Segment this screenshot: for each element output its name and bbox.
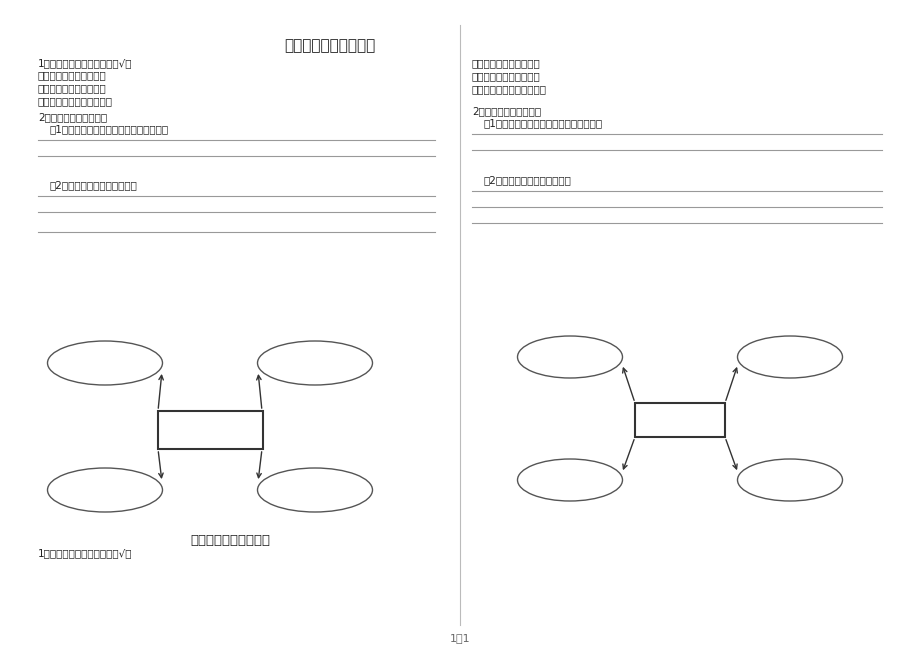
Text: 感动二三事: 感动二三事 [189, 431, 231, 445]
Text: （1）父母为你做过哪些令你感动的事情？: （1）父母为你做过哪些令你感动的事情？ [50, 124, 169, 134]
Text: 1、根据实际情况在方框中打√。: 1、根据实际情况在方框中打√。 [38, 58, 132, 68]
Text: 口你知道父亲的生日吗？: 口你知道父亲的生日吗？ [471, 71, 540, 81]
Text: 1／1: 1／1 [449, 633, 470, 643]
Text: 口你知道母亲的生日吗？: 口你知道母亲的生日吗？ [38, 70, 107, 80]
Ellipse shape [257, 468, 372, 512]
Text: 口父母会为你庆祝生日吗？: 口父母会为你庆祝生日吗？ [471, 84, 547, 94]
Text: 感动二三事: 感动二三事 [661, 420, 698, 433]
Text: 2、根据实际情况填写。: 2、根据实际情况填写。 [38, 112, 107, 122]
Text: 2、根据实际情况填写。: 2、根据实际情况填写。 [471, 106, 540, 116]
Text: 口父母会为你庆祝生日吗？: 口父母会为你庆祝生日吗？ [38, 96, 113, 106]
Ellipse shape [737, 459, 842, 501]
Ellipse shape [517, 336, 622, 378]
Text: （2）你为父母做过哪些事情？: （2）你为父母做过哪些事情？ [50, 180, 138, 190]
Text: 口你知道父亲的生日吗？: 口你知道父亲的生日吗？ [38, 83, 107, 93]
Ellipse shape [257, 341, 372, 385]
Ellipse shape [48, 341, 163, 385]
Bar [158, 411, 263, 449]
Text: 《感动常在》主题班会: 《感动常在》主题班会 [190, 534, 269, 547]
Text: 口你知道母亲的生日吗？: 口你知道母亲的生日吗？ [471, 58, 540, 68]
Text: 1、根据实际情况在方框中打√。: 1、根据实际情况在方框中打√。 [38, 548, 132, 558]
Ellipse shape [737, 336, 842, 378]
Bar [634, 403, 724, 437]
Ellipse shape [517, 459, 622, 501]
Text: （1）父母为你做过哪些令你感动的事情？: （1）父母为你做过哪些令你感动的事情？ [483, 118, 603, 128]
Text: （2）你为父母做过哪些事情？: （2）你为父母做过哪些事情？ [483, 175, 572, 185]
Ellipse shape [48, 468, 163, 512]
Text: 《感动常在》主题班会: 《感动常在》主题班会 [284, 38, 375, 53]
